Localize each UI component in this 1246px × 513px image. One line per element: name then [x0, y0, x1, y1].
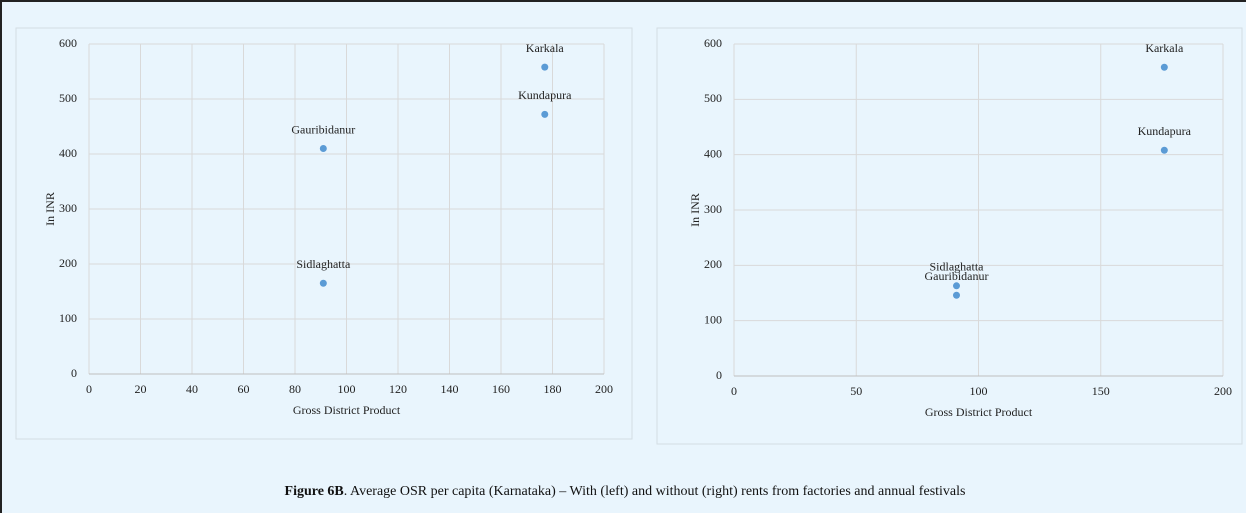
x-tick-label: 140 — [441, 382, 459, 396]
x-tick-label: 20 — [135, 382, 147, 396]
chart-frame — [15, 27, 633, 440]
x-tick-label: 180 — [544, 382, 562, 396]
x-tick-label: 120 — [389, 382, 407, 396]
point — [952, 282, 960, 290]
y-tick-label: 200 — [59, 256, 77, 270]
y-tick-label: 400 — [59, 146, 77, 160]
x-tick-label: 150 — [1092, 384, 1110, 398]
y-tick-label: 0 — [71, 366, 77, 380]
x-tick-label: 100 — [970, 384, 988, 398]
caption-label: Figure 6B — [284, 484, 344, 499]
x-axis-label: Gross District Product — [925, 405, 1033, 419]
point-label: Gauribidanur — [291, 122, 355, 136]
point-label: Karkala — [526, 41, 565, 55]
x-tick-label: 50 — [850, 384, 862, 398]
chart-frame — [656, 27, 1243, 445]
point — [541, 110, 549, 118]
point-label: Kundapura — [1138, 124, 1192, 138]
x-tick-label: 0 — [86, 382, 92, 396]
y-tick-label: 500 — [59, 91, 77, 105]
x-tick-label: 100 — [338, 382, 356, 396]
point — [319, 145, 327, 152]
y-axis-label: In INR — [43, 192, 57, 226]
y-tick-label: 100 — [59, 311, 77, 325]
x-tick-label: 200 — [1214, 384, 1232, 398]
x-tick-label: 60 — [238, 382, 250, 396]
x-tick-label: 160 — [492, 382, 510, 396]
y-tick-label: 200 — [704, 257, 722, 271]
point — [952, 291, 960, 299]
x-axis-label: Gross District Product — [293, 403, 401, 417]
caption-text: . Average OSR per capita (Karnataka) – W… — [343, 484, 966, 499]
x-tick-label: 0 — [731, 384, 737, 398]
point — [541, 63, 549, 71]
point — [1160, 146, 1168, 154]
caption: Figure 6B. Average OSR per capita (Karna… — [2, 484, 1246, 500]
point-label: Sidlaghatta — [296, 257, 351, 271]
point-label: Sidlaghatta — [929, 260, 984, 274]
y-tick-label: 500 — [704, 91, 722, 105]
y-tick-label: 400 — [704, 146, 722, 160]
point — [1160, 63, 1168, 71]
y-tick-label: 300 — [59, 201, 77, 215]
y-tick-label: 600 — [59, 36, 77, 50]
y-tick-label: 0 — [716, 368, 722, 382]
point-label: Gauribidanur — [925, 269, 989, 283]
point-label: Kundapura — [518, 88, 572, 102]
point-label: Karkala — [1145, 41, 1184, 55]
y-tick-label: 600 — [704, 36, 722, 50]
x-tick-label: 200 — [595, 382, 613, 396]
y-tick-label: 300 — [704, 202, 722, 216]
x-tick-label: 80 — [289, 382, 301, 396]
y-axis-label: In INR — [688, 193, 702, 227]
y-tick-label: 100 — [704, 312, 722, 326]
x-tick-label: 40 — [186, 382, 198, 396]
point — [319, 279, 327, 287]
